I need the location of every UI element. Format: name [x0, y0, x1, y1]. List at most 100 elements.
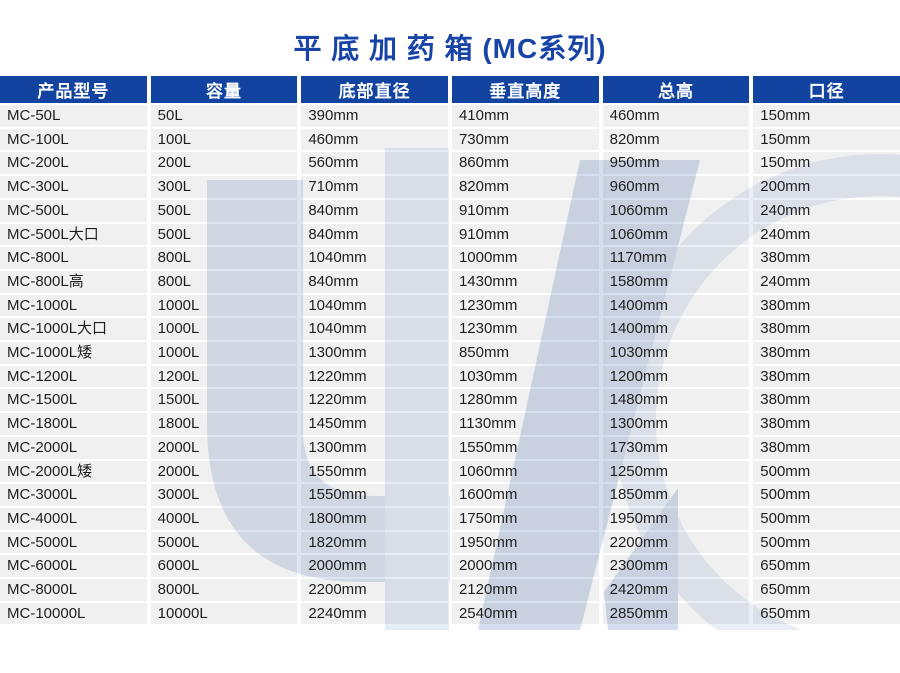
- column-header: 垂直高度: [451, 76, 599, 103]
- table-cell: 860mm: [451, 152, 599, 175]
- table-cell: 3000L: [150, 484, 298, 506]
- table-row: MC-500L大口 500L 840mm 910mm 1060mm 240mm: [0, 223, 900, 246]
- table-cell: MC-1500L: [0, 389, 147, 412]
- table-row: MC-300L 300L 710mm 820mm 960mm 200mm: [0, 176, 900, 198]
- table-cell: 1500L: [150, 389, 298, 412]
- table-cell: MC-2000L: [0, 436, 147, 459]
- table-cell: 200L: [150, 152, 298, 175]
- table-cell: 1200L: [150, 365, 298, 388]
- column-header: 底部直径: [301, 76, 448, 103]
- table-cell: 1750mm: [451, 507, 599, 530]
- table-cell: 1430mm: [451, 270, 599, 293]
- table-cell: 1220mm: [301, 389, 448, 412]
- table-cell: 650mm: [753, 602, 900, 625]
- table-cell: MC-2000L矮: [0, 460, 147, 483]
- table-row: MC-800L 800L 1040mm 1000mm 1170mm 380mm: [0, 247, 900, 269]
- table-row: MC-4000L 4000L 1800mm 1750mm 1950mm 500mm: [0, 507, 900, 530]
- table-cell: 1800mm: [301, 507, 448, 530]
- table-cell: 1250mm: [602, 460, 750, 483]
- table-row: MC-1500L 1500L 1220mm 1280mm 1480mm 380mm: [0, 389, 900, 412]
- spec-table: 产品型号 容量 底部直径 垂直高度 总高 口径 MC-50L 50L 390mm 410mm 46…: [0, 74, 900, 626]
- table-cell: MC-500L大口: [0, 223, 147, 246]
- table-cell: 1550mm: [301, 484, 448, 506]
- table-cell: 1040mm: [301, 247, 448, 269]
- column-header: 产品型号: [0, 76, 147, 103]
- table-cell: 910mm: [451, 199, 599, 222]
- table-cell: MC-6000L: [0, 555, 147, 578]
- table-cell: 100L: [150, 128, 298, 151]
- table-cell: 800L: [150, 270, 298, 293]
- table-cell: MC-50L: [0, 105, 147, 127]
- table-cell: 240mm: [753, 270, 900, 293]
- spec-table-container: 产品型号 容量 底部直径 垂直高度 总高 口径 MC-50L 50L 390mm 410mm 46…: [0, 74, 900, 626]
- table-row: MC-800L高 800L 840mm 1430mm 1580mm 240mm: [0, 270, 900, 293]
- table-cell: MC-1000L大口: [0, 318, 147, 341]
- table-cell: 380mm: [753, 294, 900, 317]
- table-cell: 1060mm: [451, 460, 599, 483]
- table-cell: 2300mm: [602, 555, 750, 578]
- table-cell: MC-10000L: [0, 602, 147, 625]
- table-row: MC-6000L 6000L 2000mm 2000mm 2300mm 650mm: [0, 555, 900, 578]
- table-cell: 500mm: [753, 507, 900, 530]
- table-cell: 150mm: [753, 128, 900, 151]
- table-cell: 1000mm: [451, 247, 599, 269]
- table-cell: 1000L: [150, 342, 298, 364]
- table-cell: 1000L: [150, 294, 298, 317]
- table-cell: 1400mm: [602, 318, 750, 341]
- table-cell: 1580mm: [602, 270, 750, 293]
- table-cell: 8000L: [150, 579, 298, 601]
- table-row: MC-100L 100L 460mm 730mm 820mm 150mm: [0, 128, 900, 151]
- table-cell: 10000L: [150, 602, 298, 625]
- table-cell: MC-3000L: [0, 484, 147, 506]
- table-cell: 460mm: [301, 128, 448, 151]
- table-cell: 240mm: [753, 199, 900, 222]
- table-cell: MC-1000L: [0, 294, 147, 317]
- table-cell: 2000mm: [301, 555, 448, 578]
- table-cell: 1280mm: [451, 389, 599, 412]
- table-cell: 380mm: [753, 247, 900, 269]
- table-cell: 50L: [150, 105, 298, 127]
- table-row: MC-1800L 1800L 1450mm 1130mm 1300mm 380mm: [0, 413, 900, 435]
- table-cell: 2540mm: [451, 602, 599, 625]
- table-cell: 820mm: [451, 176, 599, 198]
- table-cell: 200mm: [753, 176, 900, 198]
- table-cell: 6000L: [150, 555, 298, 578]
- table-cell: MC-800L: [0, 247, 147, 269]
- table-cell: 500mm: [753, 531, 900, 554]
- table-row: MC-1000L大口 1000L 1040mm 1230mm 1400mm 380mm: [0, 318, 900, 341]
- table-cell: 2120mm: [451, 579, 599, 601]
- table-cell: 1200mm: [602, 365, 750, 388]
- table-cell: 1800L: [150, 413, 298, 435]
- table-cell: 650mm: [753, 555, 900, 578]
- table-cell: 240mm: [753, 223, 900, 246]
- column-header: 总高: [602, 76, 750, 103]
- table-cell: 710mm: [301, 176, 448, 198]
- table-cell: 500L: [150, 223, 298, 246]
- table-cell: MC-500L: [0, 199, 147, 222]
- table-row: MC-500L 500L 840mm 910mm 1060mm 240mm: [0, 199, 900, 222]
- table-cell: 410mm: [451, 105, 599, 127]
- table-cell: 500mm: [753, 460, 900, 483]
- table-cell: MC-4000L: [0, 507, 147, 530]
- table-cell: 1000L: [150, 318, 298, 341]
- table-cell: 1060mm: [602, 223, 750, 246]
- table-cell: 2000mm: [451, 555, 599, 578]
- table-cell: 1300mm: [301, 342, 448, 364]
- table-cell: 840mm: [301, 223, 448, 246]
- table-cell: 390mm: [301, 105, 448, 127]
- table-cell: MC-200L: [0, 152, 147, 175]
- table-cell: 850mm: [451, 342, 599, 364]
- table-cell: 380mm: [753, 436, 900, 459]
- table-row: MC-1000L 1000L 1040mm 1230mm 1400mm 380mm: [0, 294, 900, 317]
- table-cell: MC-5000L: [0, 531, 147, 554]
- column-header: 容量: [150, 76, 298, 103]
- table-cell: 800L: [150, 247, 298, 269]
- table-cell: 1600mm: [451, 484, 599, 506]
- table-cell: 2000L: [150, 436, 298, 459]
- table-row: MC-1200L 1200L 1220mm 1030mm 1200mm 380mm: [0, 365, 900, 388]
- table-cell: 5000L: [150, 531, 298, 554]
- column-header: 口径: [753, 76, 900, 103]
- table-cell: 1850mm: [602, 484, 750, 506]
- table-cell: 1170mm: [602, 247, 750, 269]
